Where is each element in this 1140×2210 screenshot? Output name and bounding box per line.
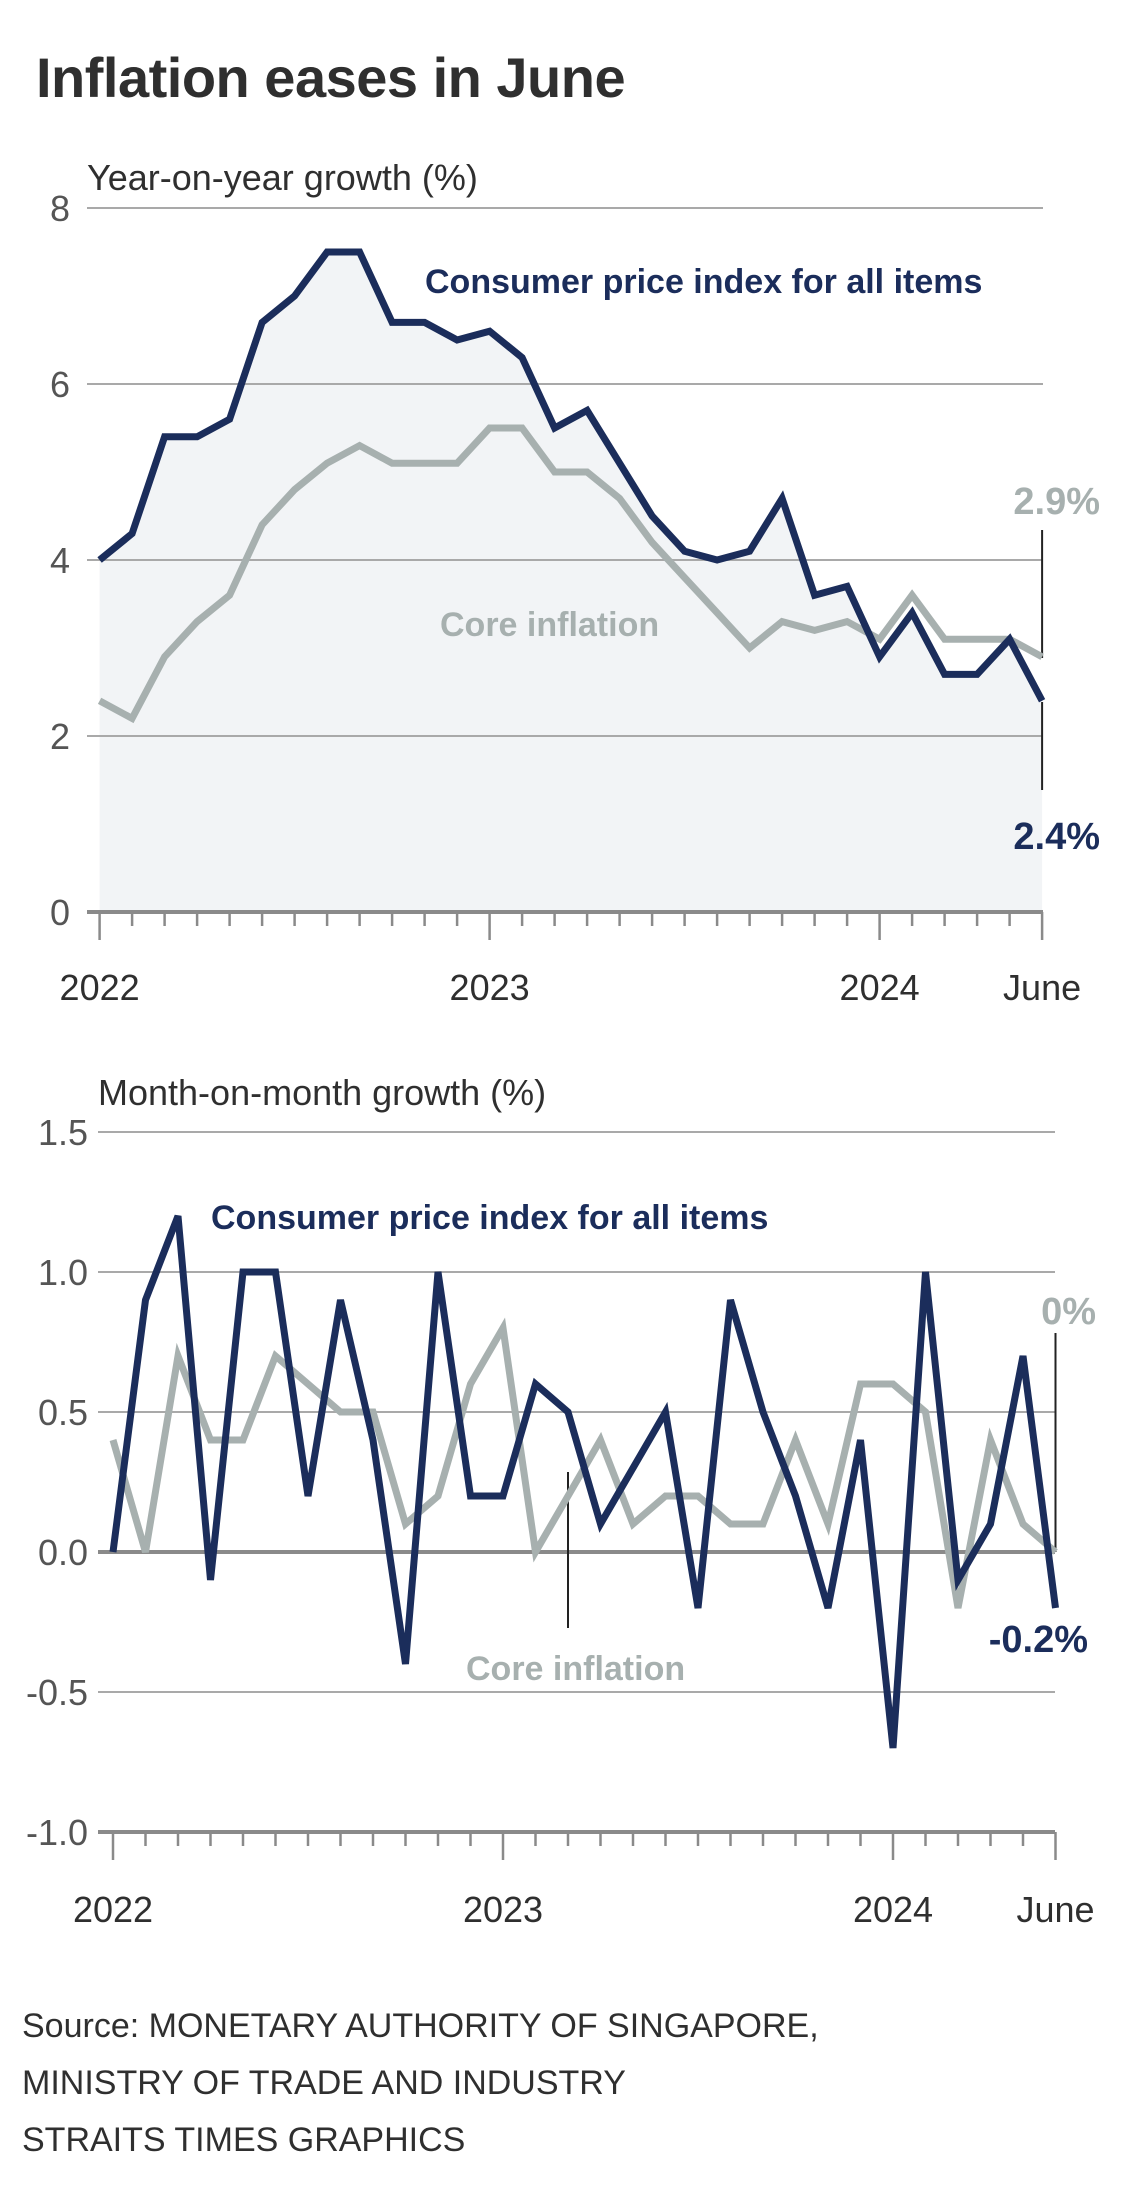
y-tick-label: -0.5 — [26, 1672, 88, 1713]
y-tick-label: 1.5 — [38, 1112, 88, 1153]
source-line: STRAITS TIMES GRAPHICS — [22, 2121, 466, 2159]
y-tick-label: 2 — [50, 716, 70, 757]
x-tick-label: 2023 — [463, 1889, 543, 1930]
y-axis-title: Month-on-month growth (%) — [98, 1072, 546, 1113]
x-tick-label: June — [1003, 967, 1081, 1008]
x-tick-label: June — [1016, 1889, 1094, 1930]
y-tick-label: 4 — [50, 540, 70, 581]
source-note: Source: MONETARY AUTHORITY OF SINGAPORE,… — [22, 1998, 819, 2169]
y-tick-label: 0.0 — [38, 1532, 88, 1573]
y-tick-label: 1.0 — [38, 1252, 88, 1293]
cpi-label: Consumer price index for all items — [211, 1199, 768, 1237]
source-line: MINISTRY OF TRADE AND INDUSTRY — [22, 2064, 626, 2102]
x-tick-label: 2024 — [840, 967, 920, 1008]
y-tick-label: 0.5 — [38, 1392, 88, 1433]
x-tick-label: 2023 — [450, 967, 530, 1008]
area-fill — [99, 252, 1043, 912]
x-tick-label: 2022 — [73, 1889, 153, 1930]
cpi-label: Consumer price index for all items — [425, 263, 982, 301]
y-tick-label: -1.0 — [26, 1812, 88, 1853]
core-inflation-label: Core inflation — [440, 606, 659, 644]
y-axis-title: Year-on-year growth (%) — [87, 157, 478, 198]
x-tick-label: 2022 — [60, 967, 140, 1008]
chart-title: Inflation eases in June — [36, 46, 626, 109]
yoy-chart: Year-on-year growth (%) 0 2 4 6 8 2022 2023 2024… — [50, 157, 1100, 1008]
cpi-end-value-label: 2.4% — [1013, 816, 1100, 858]
source-line: Source: MONETARY AUTHORITY OF SINGAPORE, — [22, 2007, 819, 2045]
x-tick-label: 2024 — [853, 1889, 933, 1930]
y-tick-label: 6 — [50, 364, 70, 405]
y-tick-label: 0 — [50, 892, 70, 933]
core-end-value-label: 0% — [1041, 1291, 1096, 1333]
y-tick-label: 8 — [50, 188, 70, 229]
mom-chart: Month-on-month growth (%) -1.0 -0.5 0.0 0.5 1… — [26, 1072, 1096, 1930]
core-inflation-label: Core inflation — [466, 1650, 685, 1688]
cpi-line — [109, 1214, 1059, 1749]
core-end-value-label: 2.9% — [1013, 481, 1100, 523]
cpi-end-value-label: -0.2% — [989, 1619, 1088, 1661]
cpi-line — [97, 248, 1046, 703]
core-inflation-line — [97, 424, 1044, 724]
